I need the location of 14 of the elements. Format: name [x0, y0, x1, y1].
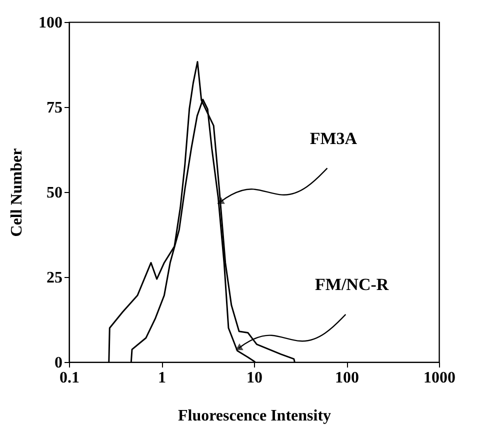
y-axis-title: Cell Number: [8, 148, 26, 237]
x-tick-label: 1: [158, 370, 166, 386]
x-tick-label: 1000: [424, 370, 456, 386]
y-tick-label: 25: [46, 270, 62, 286]
annotation: FM3A: [310, 128, 358, 148]
y-tick-label: 50: [46, 184, 62, 202]
x-axis-title: Fluorescence Intensity: [178, 408, 332, 424]
x-tick-label: 100: [335, 370, 359, 386]
annotation: FM/NC-R: [315, 275, 390, 294]
y-tick-label: 100: [38, 14, 62, 32]
x-tick-label: 10: [246, 370, 262, 386]
x-tick-label: 0.1: [60, 370, 80, 386]
y-tick-label: 75: [46, 100, 62, 116]
y-tick-label: 0: [54, 354, 62, 372]
